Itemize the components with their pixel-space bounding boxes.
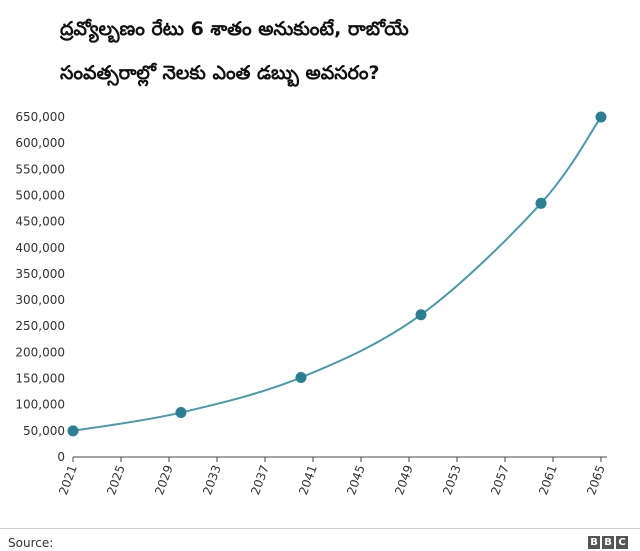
y-tick-label: 550,000 [15,162,65,176]
y-tick-label: 500,000 [15,188,65,202]
chart-title-line-1: ద్రవ్యోల్బణం రేటు 6 శాతం అనుకుంటే, రాబోయ… [60,18,409,40]
x-tick-label: 2041 [296,463,320,496]
y-tick-label: 250,000 [15,319,65,333]
y-tick-label: 400,000 [15,241,65,255]
y-tick-label: 350,000 [15,267,65,281]
y-tick-label: 600,000 [15,136,65,150]
y-tick-label: 650,000 [15,110,65,124]
y-tick-label: 200,000 [15,345,65,359]
bbc-logo: B B C [588,536,628,549]
y-tick-label: 100,000 [15,398,65,412]
x-tick-label: 2029 [152,463,176,496]
x-tick-label: 2057 [488,463,512,496]
y-tick-label: 0 [57,450,65,464]
bbc-logo-letter: B [602,536,614,549]
x-tick-label: 2053 [440,463,464,496]
x-tick-label: 2065 [584,463,608,496]
x-axis-ticks: 2021 2025 2029 2033 2037 2041 2045 2049 2053 2057… [56,457,608,497]
y-axis-ticks: 0 50,000 100,000 150,000 200,000 250,000 300,0… [15,110,65,464]
data-point [67,425,79,437]
x-tick-label: 2049 [392,463,416,496]
x-tick-label: 2025 [104,463,128,496]
data-point [415,309,427,321]
data-point [175,407,187,419]
y-tick-label: 50,000 [23,424,65,438]
x-tick-label: 2045 [344,463,368,496]
bbc-logo-letter: C [616,536,628,549]
bbc-logo-letter: B [588,536,600,549]
series-layer [67,111,607,437]
chart-footer: Source: B B C [0,528,640,551]
source-label: Source: [8,536,54,550]
footer-divider [0,528,640,529]
x-tick-label: 2021 [56,463,80,496]
data-point [295,371,307,383]
y-tick-label: 300,000 [15,293,65,307]
data-point [535,197,547,209]
x-tick-label: 2061 [536,463,560,496]
y-tick-label: 150,000 [15,372,65,386]
x-tick-label: 2033 [200,463,224,496]
chart-title-line-2: సంవత్సరాల్లో నెలకు ఎంత డబ్బు అవసరం? [60,62,380,84]
y-tick-label: 450,000 [15,215,65,229]
data-point [595,111,607,123]
x-tick-label: 2037 [248,463,272,496]
line-chart: 0 50,000 100,000 150,000 200,000 250,000 300,0… [15,110,608,497]
series-line [72,116,602,432]
